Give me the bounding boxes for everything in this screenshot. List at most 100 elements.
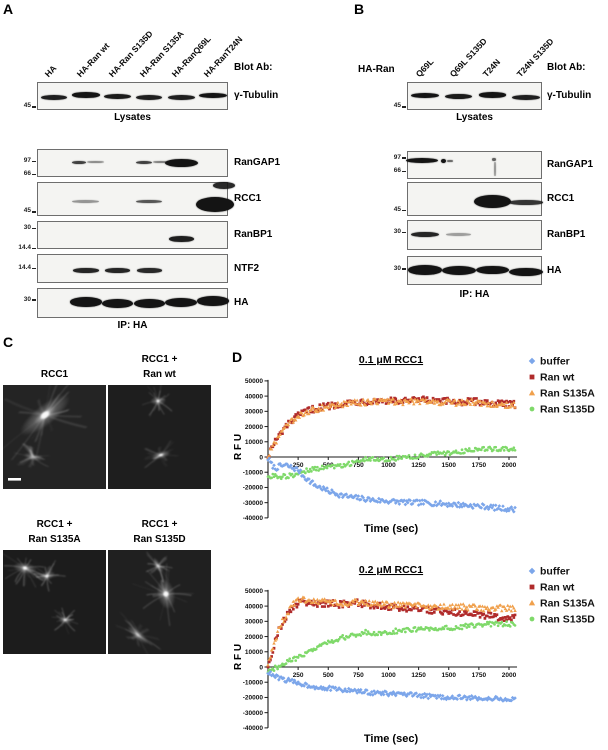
svg-text:1750: 1750 [472,462,487,469]
blot-band [492,158,496,162]
mw-marker-label: 97 [23,157,31,165]
mw-marker-label: 30 [23,295,31,303]
series-ran-s135d [266,620,517,674]
blot-band [104,93,131,99]
mw-marker-dash [402,170,406,172]
blot-box [407,220,542,250]
micrograph-title: RCC1 + [141,519,178,530]
lysates-caption: Lysates [114,112,151,123]
svg-text:-30000: -30000 [243,710,264,717]
mw-marker-dash [402,157,406,159]
blot-band [105,268,130,273]
blot-band [167,94,195,100]
svg-text:10000: 10000 [245,439,263,446]
svg-text:250: 250 [293,462,304,469]
chart-1: 0.1 μM RCC1 50000 40000 30000 20000 10000 0 -10… [230,336,608,541]
mw-marker-dash [32,247,36,249]
blot-band [101,298,134,308]
blot-band [408,265,442,275]
chart-title: 0.2 μM RCC1 [359,564,423,576]
chart-2: 0.2 μM RCC1 50000 40000 30000 20000 10000 0 -10… [230,546,608,750]
lane-label: HA-Ran wt [74,40,112,79]
panel-c-letter: C [3,334,14,350]
blot-band [410,232,440,237]
blot-band [136,94,163,100]
svg-text:1250: 1250 [411,672,426,679]
svg-text:-20000: -20000 [243,485,264,492]
blot-band [72,268,99,273]
blot-box [37,221,228,249]
svg-text:500: 500 [323,672,334,679]
series-ran-s135d [266,445,517,481]
mw-marker-dash [32,106,36,108]
svg-text:-10000: -10000 [243,680,264,687]
mw-marker-dash [402,106,406,108]
ip-caption: IP: HA [117,320,148,331]
svg-text:1750: 1750 [472,672,487,679]
blot-name-label: γ-Tubulin [547,90,592,101]
mw-marker-label: 30 [23,224,31,232]
chart-title: 0.1 μM RCC1 [359,354,423,366]
blot-band [199,93,227,99]
blot-box [37,288,229,318]
svg-text:10000: 10000 [245,649,263,656]
blot-band [40,94,67,100]
blot-band [447,159,453,163]
scale-bar [8,478,21,481]
blot-band [136,199,163,204]
legend-label: Ran S135A [540,388,595,400]
micrograph-title: Ran S135D [133,534,186,545]
blot-band [511,95,541,101]
svg-text:-30000: -30000 [243,500,264,507]
legend-label: Ran S135D [540,614,595,626]
legend-marker-circle [529,406,535,412]
mw-marker-label: 97 [393,153,401,161]
mw-marker-dash [32,299,36,301]
blot-band [440,158,447,164]
legend-label: buffer [540,566,570,578]
mw-marker-label: 45 [23,207,31,215]
blot-box [37,149,228,177]
svg-text:1000: 1000 [381,672,396,679]
blot-name-label: HA [547,264,562,276]
series-ran-wt [266,598,517,669]
blot-band [475,265,510,275]
mw-marker-label: 30 [393,228,401,236]
legend-marker-diamond [528,567,536,575]
blot-band [509,267,543,276]
svg-text:2000: 2000 [502,462,517,469]
svg-text:30000: 30000 [245,619,263,626]
blot-band [474,195,511,209]
blot-name-label: HA [234,297,249,308]
blot-band [441,266,476,276]
mw-marker-dash [402,232,406,234]
mw-marker-label: 45 [393,102,401,110]
micrograph-image [108,383,211,489]
legend-label: Ran S135A [540,598,595,610]
mw-marker-label: 45 [393,206,401,214]
legend-label: Ran wt [540,372,575,384]
svg-text:250: 250 [293,672,304,679]
legend-marker-square [529,584,535,590]
ip-caption: IP: HA [459,289,490,300]
svg-text:1250: 1250 [411,462,426,469]
micrograph-title: RCC1 [40,369,69,380]
svg-text:-40000: -40000 [243,515,264,522]
svg-text:-40000: -40000 [243,725,264,732]
blot-band [195,197,234,213]
legend-label: Ran wt [540,582,575,594]
blot-box [37,181,236,216]
series-buffer [266,456,517,514]
blot-band [133,298,166,308]
mw-marker-label: 66 [393,166,401,174]
y-axis-label: R F U [233,434,244,460]
blot-band [164,158,198,167]
blot-band [135,160,152,164]
svg-text:1500: 1500 [442,462,457,469]
mw-marker-dash [402,268,406,270]
panel-d-letter: D [232,349,243,365]
mw-marker-label: 45 [23,102,31,110]
svg-text:1000: 1000 [381,462,396,469]
svg-text:50000: 50000 [245,378,263,385]
